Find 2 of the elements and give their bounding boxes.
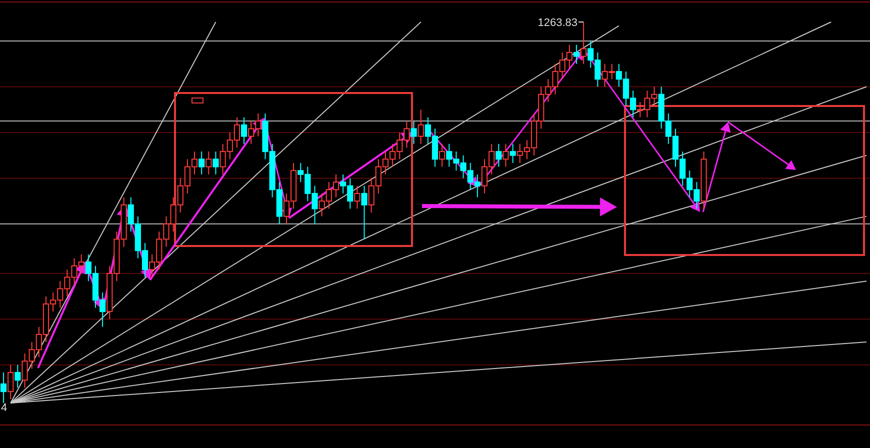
annotation: 4 (1, 402, 8, 414)
annotation: 1263.83 (538, 17, 578, 29)
